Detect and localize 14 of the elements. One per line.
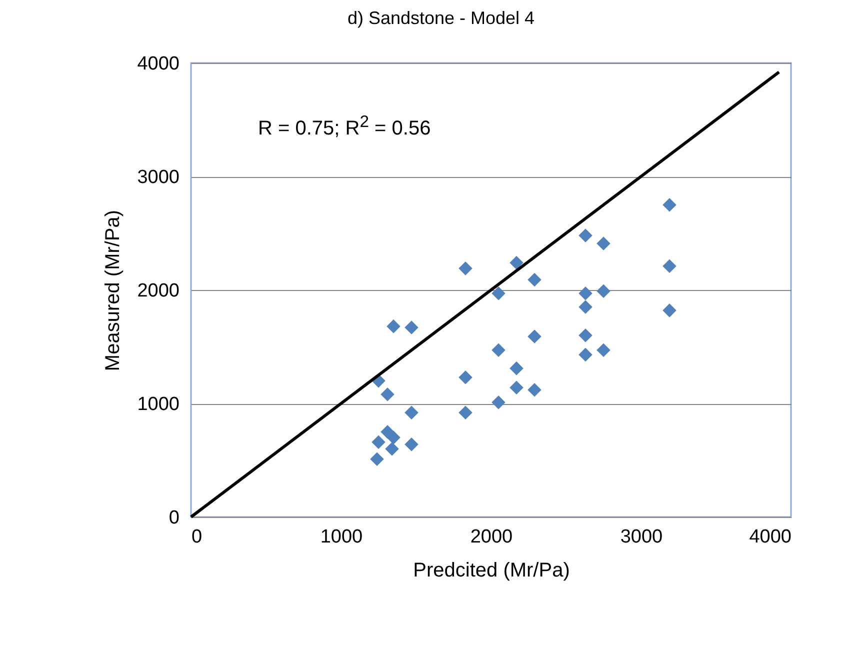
x-axis-title: Predcited (Mr/Pa) <box>413 560 570 582</box>
x-tick-label: 2000 <box>470 526 513 548</box>
x-tick-label: 1000 <box>320 526 363 548</box>
y-tick-label: 1000 <box>137 394 180 415</box>
chart-title: d) Sandstone - Model 4 <box>347 8 535 28</box>
x-tick-label: 0 <box>192 526 202 548</box>
x-tick-label: 3000 <box>620 526 663 548</box>
annotation: R = 0.75; R$^{2}$ = 0.56 <box>258 112 431 141</box>
y-tick-label: 3000 <box>137 167 180 188</box>
y-tick-label: 4000 <box>137 54 180 74</box>
y-axis-title: Measured (Mr/Pa) <box>102 210 124 372</box>
y-tick-label: 2000 <box>137 280 180 302</box>
x-tick-label: 4000 <box>749 526 792 548</box>
y-tick-label: 0 <box>168 508 180 528</box>
